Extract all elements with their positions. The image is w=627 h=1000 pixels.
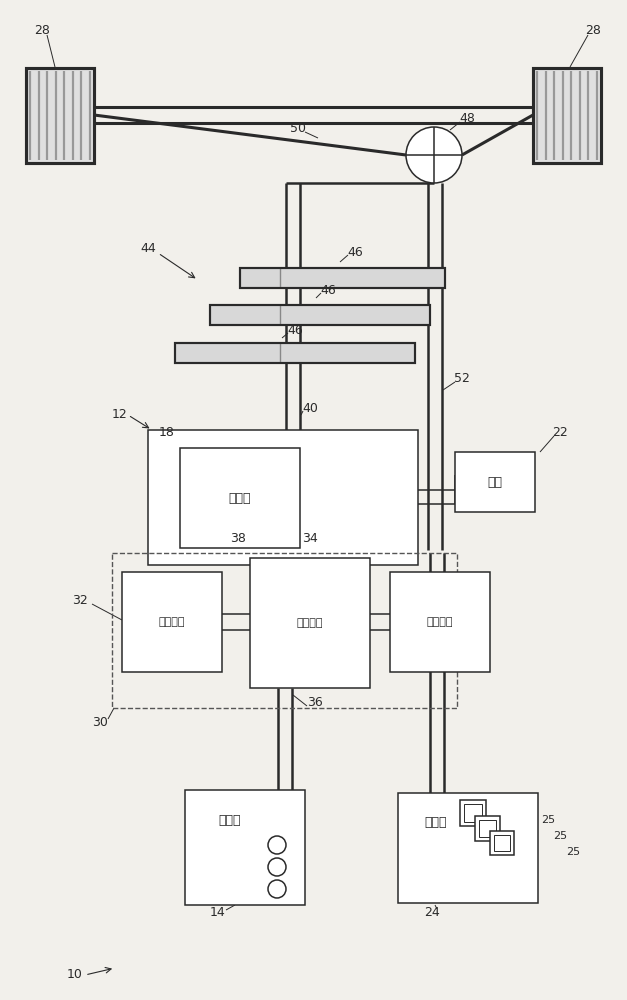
FancyBboxPatch shape (210, 305, 430, 325)
Text: 32: 32 (72, 593, 88, 606)
FancyBboxPatch shape (148, 430, 418, 565)
FancyBboxPatch shape (122, 572, 222, 672)
Text: 50: 50 (290, 121, 306, 134)
Text: 28: 28 (34, 23, 50, 36)
FancyBboxPatch shape (240, 268, 445, 288)
Text: 34: 34 (302, 532, 318, 544)
FancyBboxPatch shape (490, 831, 514, 855)
FancyBboxPatch shape (455, 452, 535, 512)
Text: 46: 46 (287, 324, 303, 336)
FancyBboxPatch shape (180, 448, 300, 548)
Text: 环形齿轮: 环形齿轮 (159, 617, 185, 627)
Text: 44: 44 (140, 241, 156, 254)
Circle shape (406, 127, 462, 183)
Text: 52: 52 (454, 371, 470, 384)
Text: 马达: 马达 (488, 476, 502, 488)
FancyBboxPatch shape (398, 793, 538, 903)
Text: 12: 12 (112, 408, 128, 422)
FancyBboxPatch shape (175, 343, 415, 363)
Text: 14: 14 (210, 906, 226, 918)
Text: 38: 38 (230, 532, 246, 544)
Text: 40: 40 (302, 401, 318, 414)
Text: 24: 24 (424, 906, 440, 918)
FancyBboxPatch shape (460, 800, 486, 826)
FancyBboxPatch shape (479, 820, 496, 837)
Text: 发电机: 发电机 (229, 491, 251, 504)
Text: 46: 46 (347, 245, 363, 258)
Text: 22: 22 (552, 426, 568, 440)
FancyBboxPatch shape (464, 804, 482, 822)
Text: 环形齿轮: 环形齿轮 (427, 617, 453, 627)
Text: 48: 48 (459, 111, 475, 124)
FancyBboxPatch shape (533, 68, 601, 162)
Text: 电池组: 电池组 (424, 816, 447, 830)
Text: 30: 30 (92, 716, 108, 730)
Text: 中心齿轮: 中心齿轮 (297, 618, 324, 628)
FancyBboxPatch shape (475, 816, 500, 841)
FancyBboxPatch shape (494, 835, 510, 851)
Text: 28: 28 (585, 23, 601, 36)
Text: 10: 10 (67, 968, 83, 982)
Text: 46: 46 (320, 284, 336, 296)
Text: 25: 25 (566, 847, 580, 857)
Text: 18: 18 (159, 426, 175, 440)
Text: 25: 25 (553, 831, 567, 841)
FancyBboxPatch shape (26, 68, 94, 162)
FancyBboxPatch shape (390, 572, 490, 672)
Text: 36: 36 (307, 696, 323, 708)
FancyBboxPatch shape (250, 558, 370, 688)
FancyBboxPatch shape (185, 790, 305, 905)
Text: 发动机: 发动机 (219, 814, 241, 826)
Text: 25: 25 (541, 815, 555, 825)
